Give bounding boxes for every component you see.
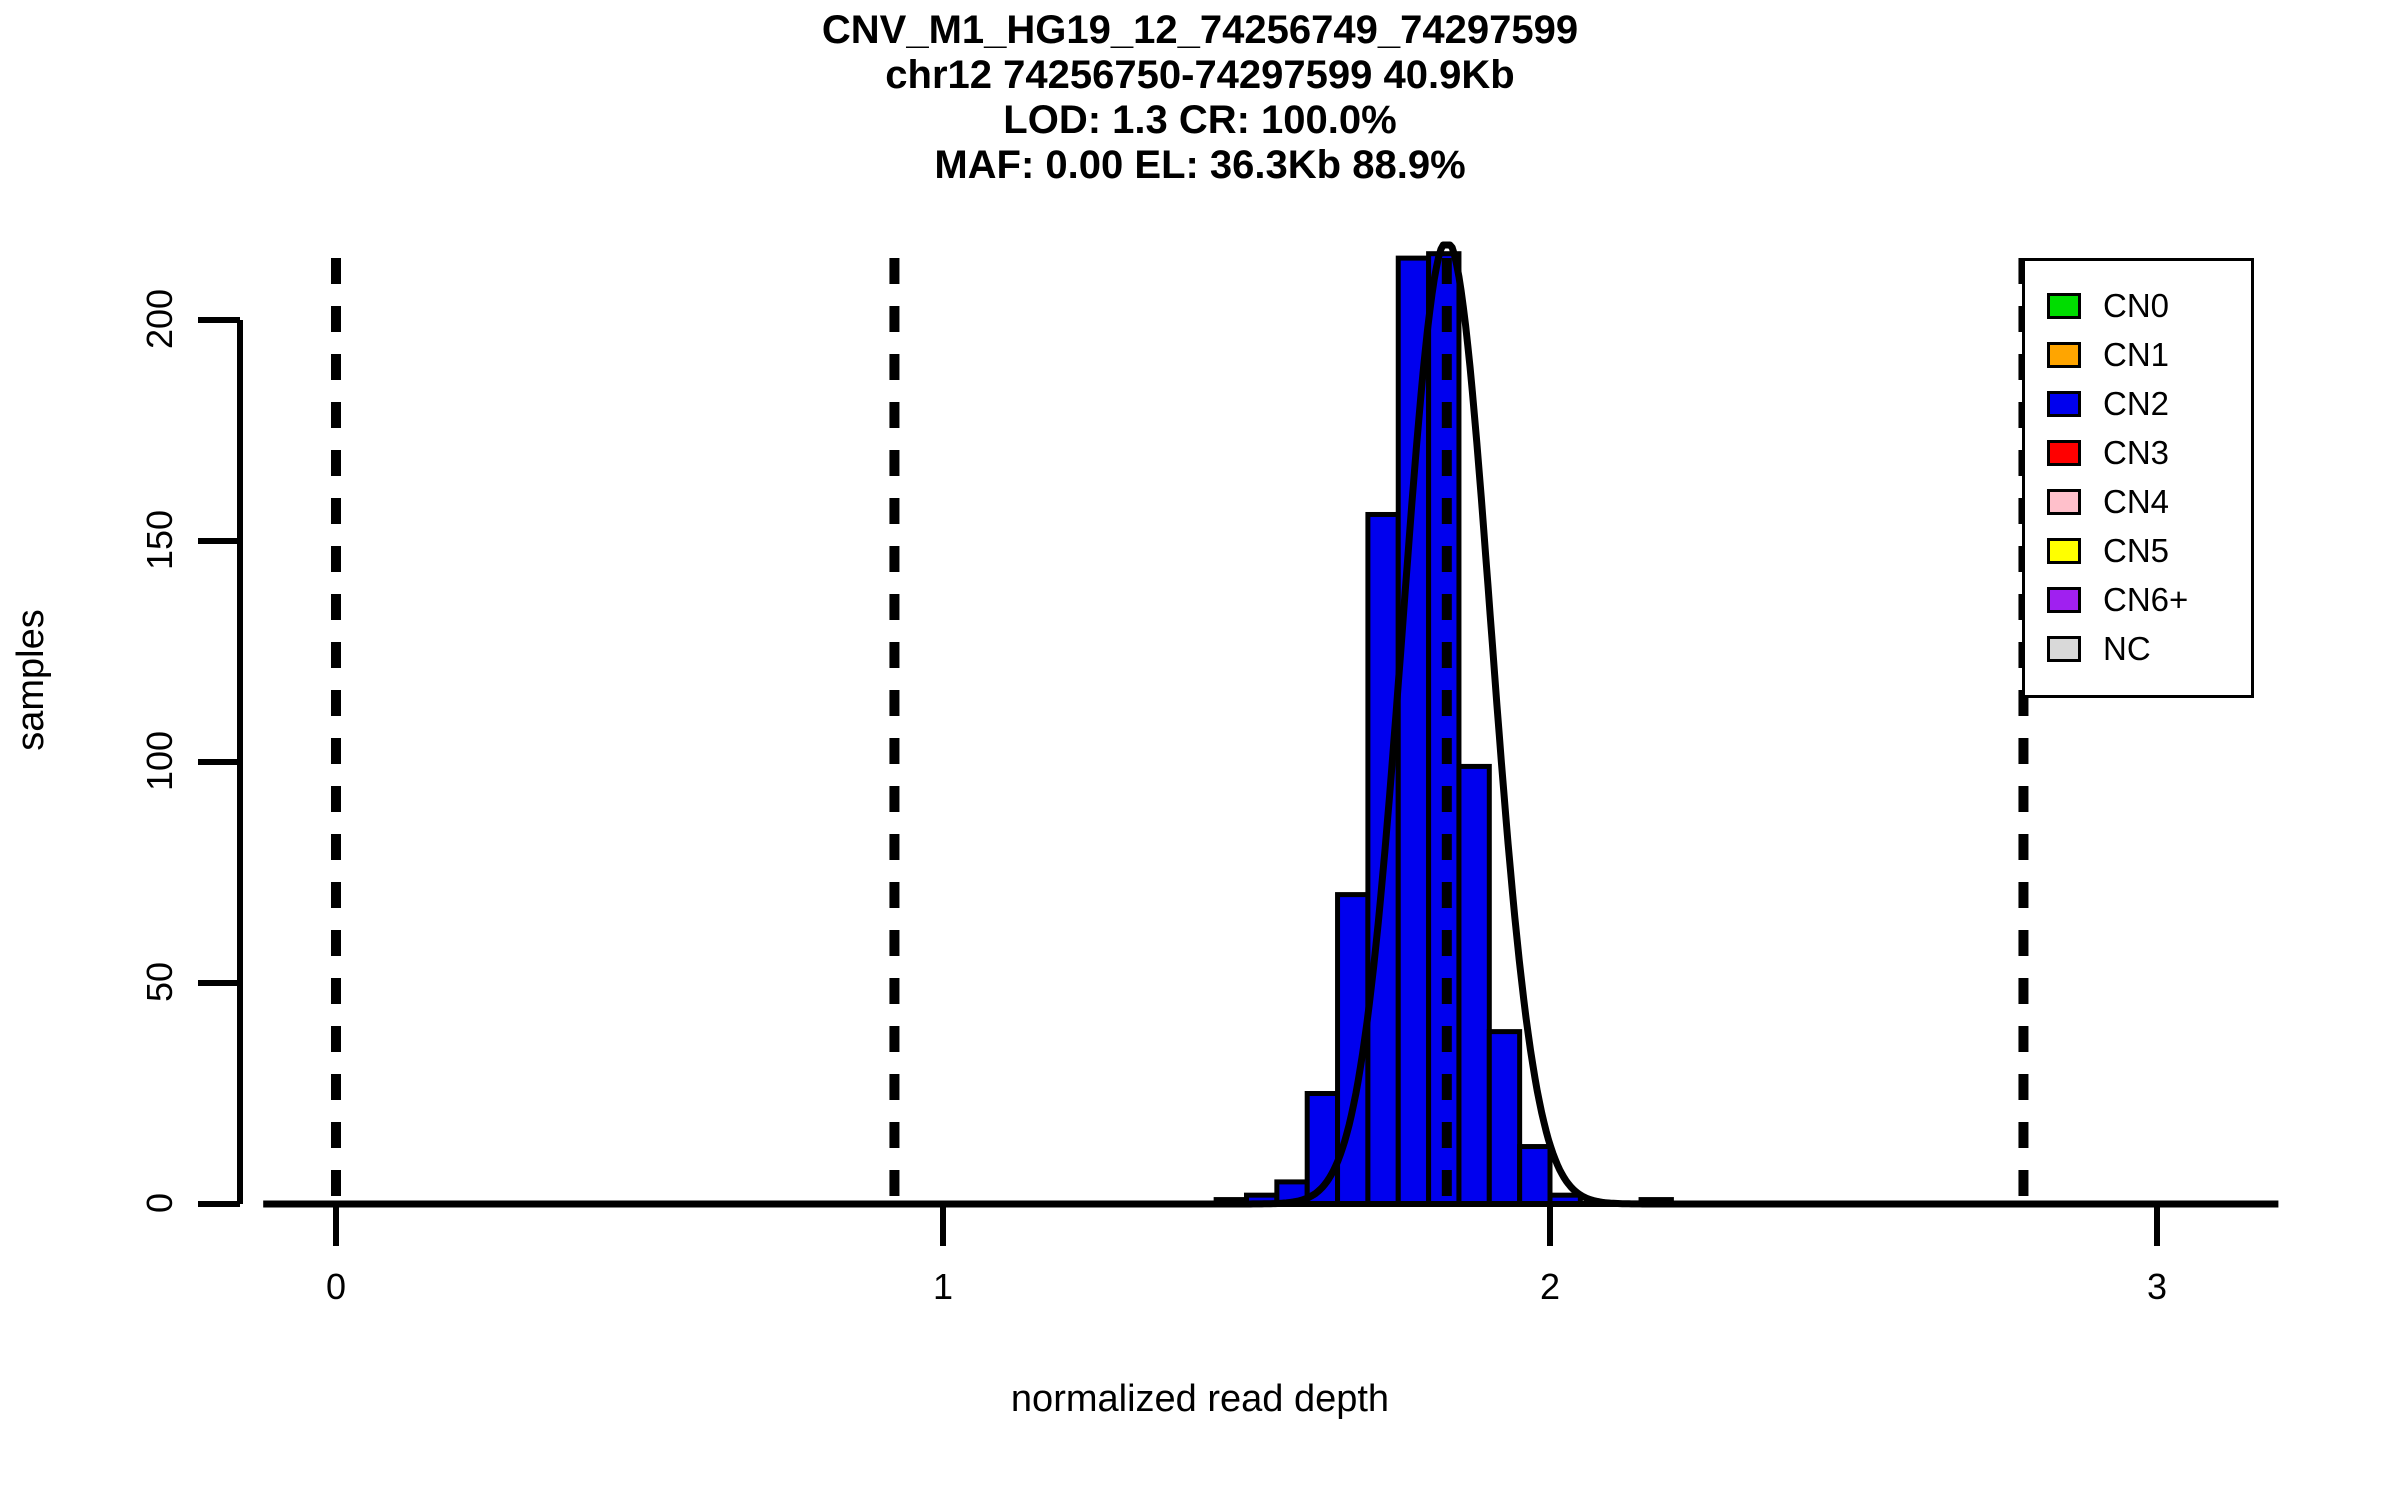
legend-item-label: CN6+ (2103, 581, 2189, 618)
histogram-bar (1456, 763, 1492, 1207)
legend-item-label: CN2 (2103, 385, 2170, 422)
legend-swatch-icon (2047, 439, 2081, 466)
x-axis-tick-label: 1 (932, 1266, 954, 1307)
histogram-bar (1426, 251, 1462, 1207)
x-axis-tick-label: 3 (2146, 1266, 2168, 1307)
histogram-bar (1517, 1144, 1553, 1207)
cn-boundary-dashed-lines (331, 258, 2029, 1204)
legend-item-label: CN0 (2103, 287, 2170, 324)
legend-swatch-icon (2047, 341, 2081, 368)
legend-item-cn5: CN5 (2047, 526, 2251, 575)
legend-item-cn0: CN0 (2047, 281, 2251, 330)
legend-item-label: CN5 (2103, 532, 2170, 569)
histogram-bar (1395, 255, 1432, 1207)
legend: CN0 CN1 CN2 CN3 CN4 CN5 CN6+ NC (2022, 258, 2254, 698)
histogram-bar (1486, 1029, 1523, 1207)
y-axis-ticks (198, 317, 240, 1207)
y-axis-tick-label: 200 (139, 288, 180, 350)
legend-item-nc: NC (2047, 624, 2251, 673)
x-axis-title: normalized read depth (1010, 1378, 1390, 1420)
legend-item-cn4: CN4 (2047, 477, 2251, 526)
legend-item-label: CN1 (2103, 336, 2170, 373)
legend-item-cn2: CN2 (2047, 379, 2251, 428)
legend-item-cn1: CN1 (2047, 330, 2251, 379)
y-axis-tick-label: 50 (139, 961, 180, 1003)
y-axis-tick-label: 100 (139, 730, 180, 792)
legend-item-cn3: CN3 (2047, 428, 2251, 477)
legend-swatch-icon (2047, 390, 2081, 417)
y-axis-title: samples (10, 609, 52, 751)
y-axis-tick-label: 150 (139, 509, 180, 571)
legend-item-label: CN3 (2103, 434, 2170, 471)
x-axis-tick-label: 2 (1539, 1266, 1561, 1307)
x-axis-tick-label: 0 (325, 1266, 347, 1307)
legend-swatch-icon (2047, 488, 2081, 515)
legend-swatch-icon (2047, 292, 2081, 319)
legend-item-cn6plus: CN6+ (2047, 575, 2251, 624)
y-axis-tick-label: 0 (139, 1192, 180, 1214)
legend-item-label: NC (2103, 630, 2151, 667)
x-axis-ticks (333, 1204, 2160, 1246)
legend-swatch-icon (2047, 537, 2081, 564)
histogram-bars (1213, 251, 1674, 1207)
density-curve (261, 241, 2280, 1208)
legend-swatch-icon (2047, 635, 2081, 662)
legend-item-label: CN4 (2103, 483, 2170, 520)
legend-swatch-icon (2047, 586, 2081, 613)
